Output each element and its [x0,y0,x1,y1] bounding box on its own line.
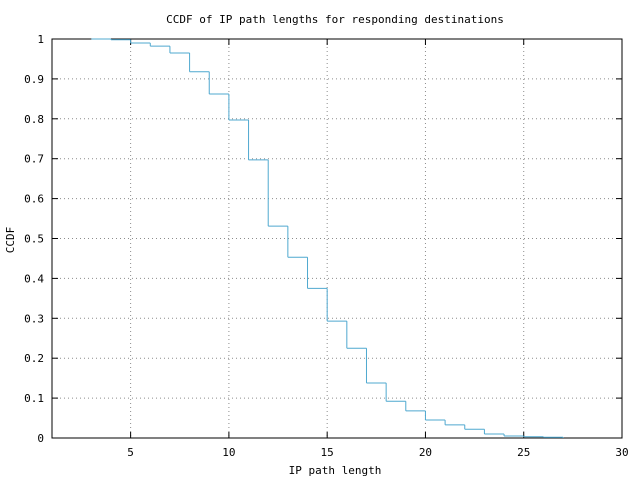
x-tick-label: 20 [419,446,432,459]
y-tick-label: 0.3 [24,312,44,325]
axis-ticks [52,38,623,439]
y-tick-label: 0 [37,432,44,445]
y-tick-label: 0.5 [24,233,44,246]
tick-labels: 5 10 15 20 25 30 0 0.1 0.2 0.3 0.4 0.5 0.6 0.7 0.8 0.9 1 [24,33,629,459]
x-tick-label: 10 [222,446,235,459]
y-tick-label: 0.6 [24,193,44,206]
x-tick-label: 30 [615,446,628,459]
x-tick-label: 15 [321,446,334,459]
series-group [91,38,564,438]
y-tick-label: 0.8 [24,113,44,126]
x-axis-label: IP path length [289,464,382,477]
y-tick-label: 0.7 [24,153,44,166]
x-tick-label: 5 [127,446,134,459]
x-tick-label: 25 [517,446,530,459]
y-tick-label: 0.1 [24,392,44,405]
y-tick-label: 1 [37,33,44,46]
y-tick-label: 0.4 [24,272,44,285]
y-axis-label: CCDF [4,227,17,254]
y-tick-label: 0.2 [24,352,44,365]
grid-lines [52,39,622,438]
y-tick-label: 0.9 [24,73,44,86]
chart-title: CCDF of IP path lengths for responding d… [166,13,504,26]
